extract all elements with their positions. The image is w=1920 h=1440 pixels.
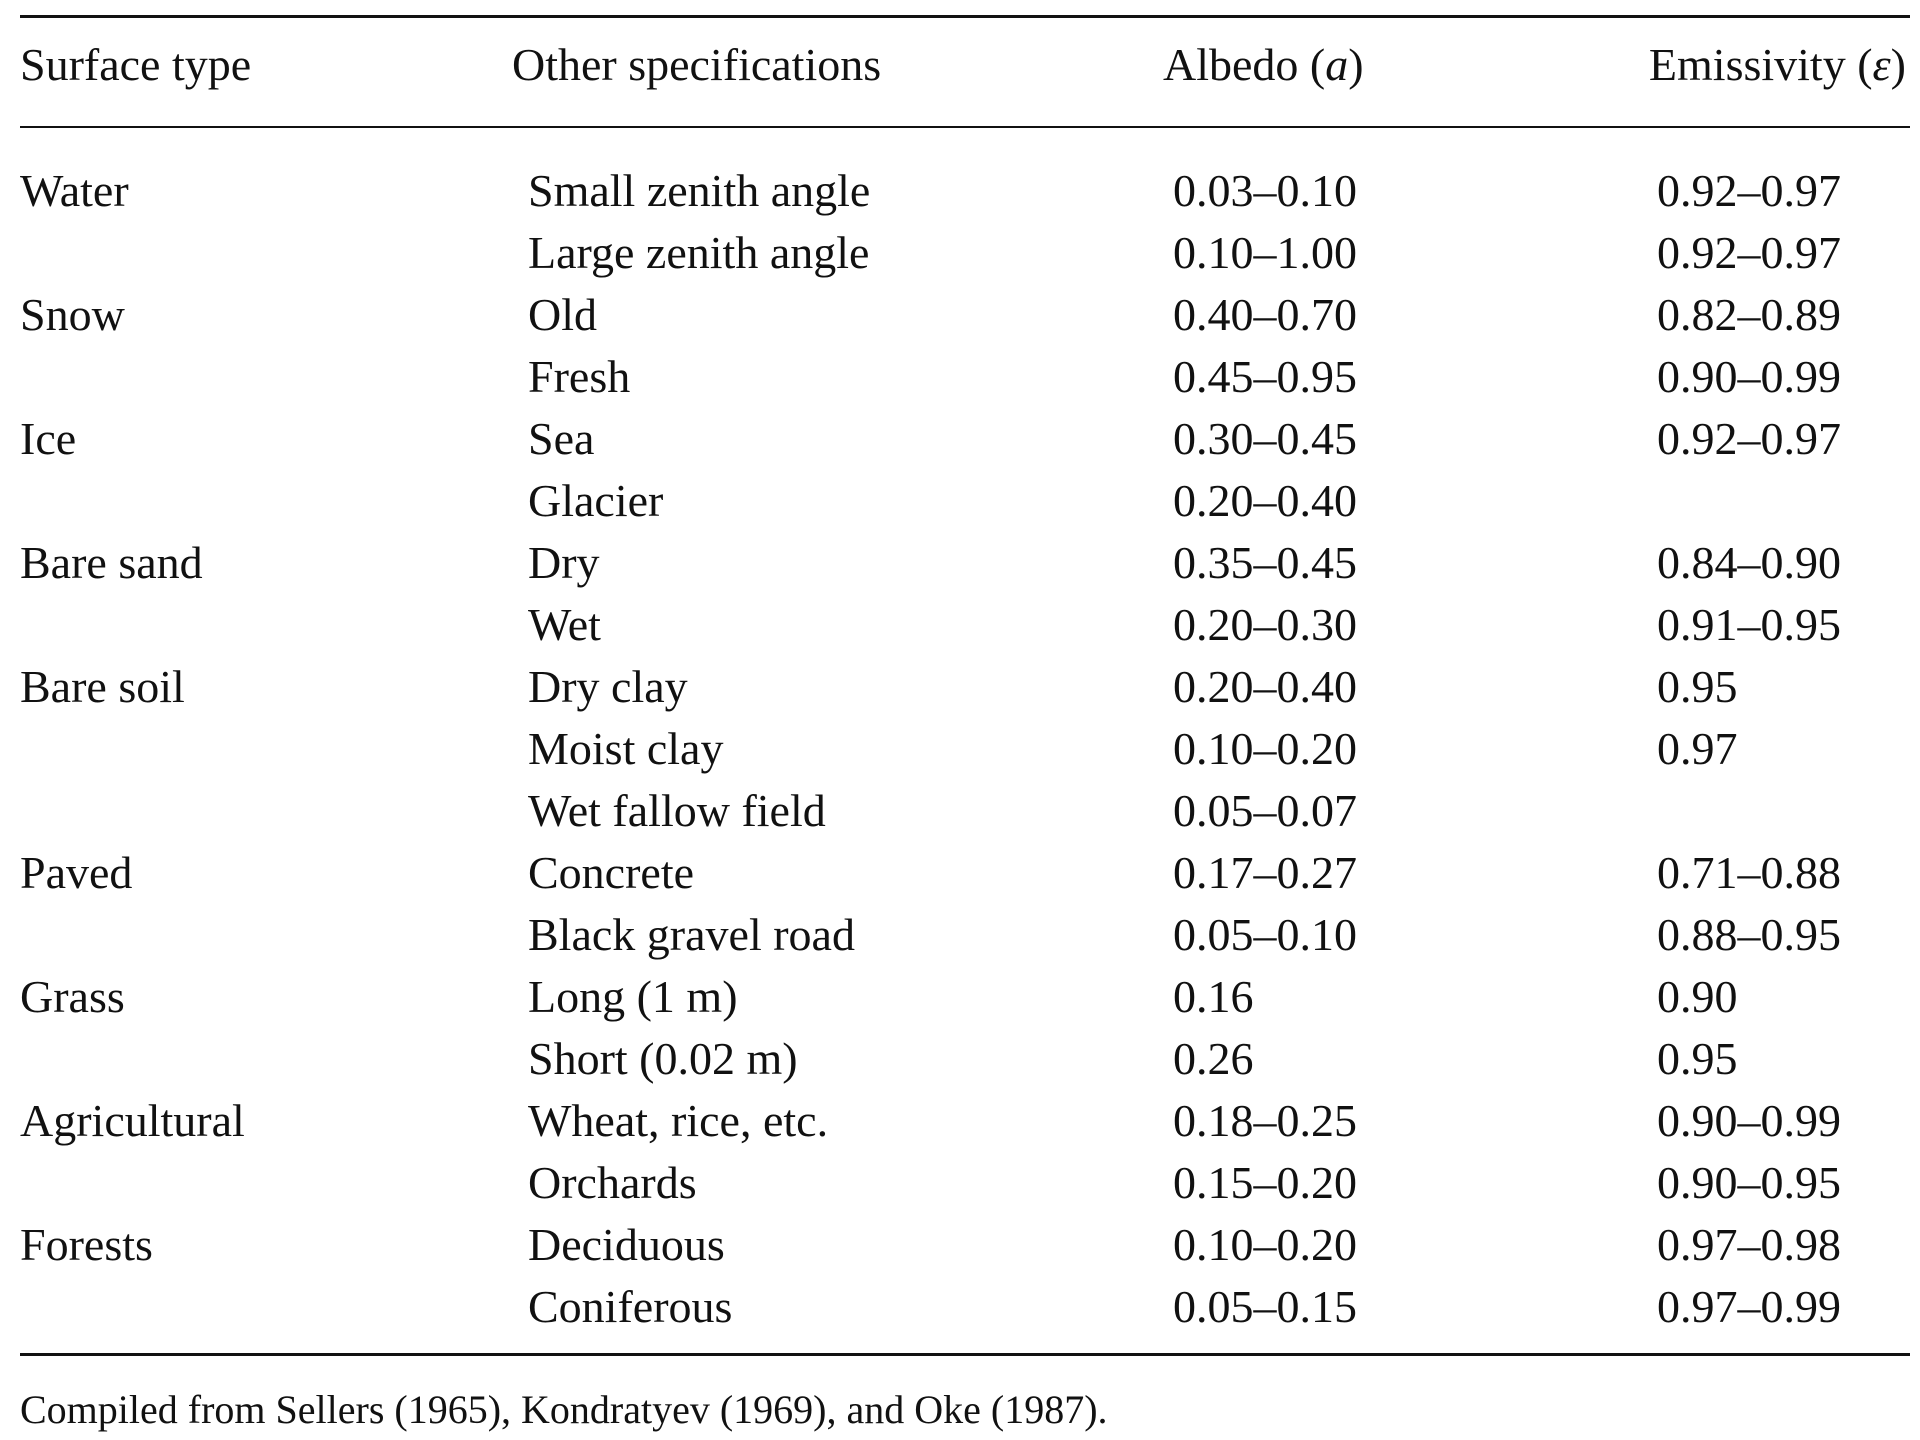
cell-albedo: 0.20–0.40 (1173, 661, 1357, 712)
cell-emissivity: 0.71–0.88 (1657, 847, 1841, 898)
cell-other-specification: Dry clay (528, 661, 688, 712)
table-header-row: Surface type Other specifications Albedo… (0, 30, 1920, 100)
cell-albedo: 0.45–0.95 (1173, 351, 1357, 402)
cell-albedo: 0.20–0.40 (1173, 475, 1357, 526)
cell-other-specification: Small zenith angle (528, 165, 871, 216)
table-row: Bare soil Dry clay 0.20–0.40 0.95 (0, 656, 1920, 718)
cell-other-specification: Fresh (528, 351, 631, 402)
header-albedo: Albedo (a) (1163, 39, 1364, 90)
cell-other-specification: Large zenith angle (528, 227, 870, 278)
cell-surface-type: Snow (20, 289, 125, 340)
table-row: Forests Deciduous 0.10–0.20 0.97–0.98 (0, 1214, 1920, 1276)
cell-emissivity: 0.90–0.99 (1657, 351, 1841, 402)
cell-albedo: 0.10–0.20 (1173, 1219, 1357, 1270)
cell-other-specification: Wet (528, 599, 601, 650)
cell-albedo: 0.05–0.07 (1173, 785, 1357, 836)
cell-other-specification: Short (0.02 m) (528, 1033, 798, 1084)
header-surface-type: Surface type (20, 39, 252, 90)
cell-emissivity: 0.90 (1657, 971, 1738, 1022)
header-rule (20, 126, 1910, 128)
table-row: Snow Old 0.40–0.70 0.82–0.89 (0, 284, 1920, 346)
cell-emissivity: 0.97 (1657, 723, 1738, 774)
cell-emissivity: 0.88–0.95 (1657, 909, 1841, 960)
cell-albedo: 0.20–0.30 (1173, 599, 1357, 650)
table-row: Fresh 0.45–0.95 0.90–0.99 (0, 346, 1920, 408)
cell-emissivity: 0.90–0.95 (1657, 1157, 1841, 1208)
cell-emissivity: 0.95 (1657, 661, 1738, 712)
table-footnote: Compiled from Sellers (1965), Kondratyev… (20, 1387, 1108, 1432)
cell-other-specification: Dry (528, 537, 600, 588)
cell-albedo: 0.15–0.20 (1173, 1157, 1357, 1208)
cell-surface-type: Paved (20, 847, 133, 898)
cell-surface-type: Ice (20, 413, 77, 464)
table-row: Moist clay 0.10–0.20 0.97 (0, 718, 1920, 780)
cell-surface-type: Bare sand (20, 537, 203, 588)
cell-other-specification: Concrete (528, 847, 695, 898)
table-row: Water Small zenith angle 0.03–0.10 0.92–0.9… (0, 160, 1920, 222)
table-row: Large zenith angle 0.10–1.00 0.92–0.97 (0, 222, 1920, 284)
cell-albedo: 0.26 (1173, 1033, 1254, 1084)
cell-albedo: 0.40–0.70 (1173, 289, 1357, 340)
cell-emissivity: 0.92–0.97 (1657, 227, 1841, 278)
cell-albedo: 0.05–0.15 (1173, 1281, 1357, 1332)
cell-albedo: 0.05–0.10 (1173, 909, 1357, 960)
cell-emissivity: 0.91–0.95 (1657, 599, 1841, 650)
cell-albedo: 0.10–0.20 (1173, 723, 1357, 774)
cell-other-specification: Wet fallow field (528, 785, 826, 836)
cell-other-specification: Long (1 m) (528, 971, 738, 1022)
table-row: Glacier 0.20–0.40 (0, 470, 1920, 532)
cell-albedo: 0.18–0.25 (1173, 1095, 1357, 1146)
table-row: Paved Concrete 0.17–0.27 0.71–0.88 (0, 842, 1920, 904)
table-row: Ice Sea 0.30–0.45 0.92–0.97 (0, 408, 1920, 470)
cell-other-specification: Coniferous (528, 1281, 733, 1332)
table-row: Bare sand Dry 0.35–0.45 0.84–0.90 (0, 532, 1920, 594)
cell-surface-type: Grass (20, 971, 125, 1022)
cell-emissivity: 0.95 (1657, 1033, 1738, 1084)
cell-emissivity: 0.97–0.98 (1657, 1219, 1841, 1270)
cell-albedo: 0.30–0.45 (1173, 413, 1357, 464)
table-row: Wet 0.20–0.30 0.91–0.95 (0, 594, 1920, 656)
bottom-rule (20, 1353, 1910, 1356)
cell-albedo: 0.10–1.00 (1173, 227, 1357, 278)
cell-surface-type: Bare soil (20, 661, 185, 712)
table-body: Water Small zenith angle 0.03–0.10 0.92–0.9… (0, 160, 1920, 1338)
cell-other-specification: Sea (528, 413, 595, 464)
cell-other-specification: Orchards (528, 1157, 697, 1208)
cell-emissivity: 0.92–0.97 (1657, 413, 1841, 464)
cell-other-specification: Wheat, rice, etc. (528, 1095, 829, 1146)
cell-other-specification: Deciduous (528, 1219, 725, 1270)
cell-emissivity: 0.92–0.97 (1657, 165, 1841, 216)
cell-surface-type: Water (20, 165, 129, 216)
table-row: Short (0.02 m) 0.26 0.95 (0, 1028, 1920, 1090)
cell-albedo: 0.17–0.27 (1173, 847, 1357, 898)
cell-albedo: 0.16 (1173, 971, 1254, 1022)
table-row: Orchards 0.15–0.20 0.90–0.95 (0, 1152, 1920, 1214)
table-row: Wet fallow field 0.05–0.07 (0, 780, 1920, 842)
header-emissivity: Emissivity (ε) (1648, 39, 1906, 90)
table-row: Coniferous 0.05–0.15 0.97–0.99 (0, 1276, 1920, 1338)
cell-other-specification: Moist clay (528, 723, 724, 774)
table-row: Grass Long (1 m) 0.16 0.90 (0, 966, 1920, 1028)
cell-surface-type: Agricultural (20, 1095, 245, 1146)
cell-emissivity: 0.90–0.99 (1657, 1095, 1841, 1146)
table-row: Black gravel road 0.05–0.10 0.88–0.95 (0, 904, 1920, 966)
cell-surface-type: Forests (20, 1219, 153, 1270)
header-other-specifications: Other specifications (512, 39, 882, 90)
cell-albedo: 0.35–0.45 (1173, 537, 1357, 588)
cell-emissivity: 0.82–0.89 (1657, 289, 1841, 340)
cell-emissivity: 0.97–0.99 (1657, 1281, 1841, 1332)
top-rule (20, 15, 1910, 18)
cell-emissivity: 0.84–0.90 (1657, 537, 1841, 588)
table-row: Agricultural Wheat, rice, etc. 0.18–0.25 0.… (0, 1090, 1920, 1152)
cell-other-specification: Glacier (528, 475, 664, 526)
cell-other-specification: Old (528, 289, 597, 340)
cell-albedo: 0.03–0.10 (1173, 165, 1357, 216)
cell-other-specification: Black gravel road (528, 909, 855, 960)
